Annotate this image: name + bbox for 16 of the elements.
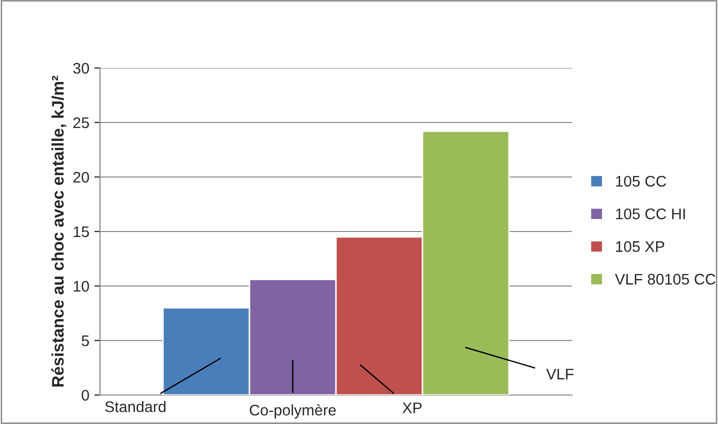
legend-label: 105 XP (616, 241, 664, 252)
y-tick-label: 5 (82, 336, 89, 346)
y-tick-label: 25 (73, 117, 89, 128)
text: XP (402, 402, 422, 414)
legend-label: VLF 80105 CC (614, 274, 716, 285)
y-tick-label: 10 (74, 280, 89, 292)
y-axis-title: Résistance au choc avec entaille, kJ/m² (51, 76, 66, 386)
y-tick-label: 0 (82, 390, 89, 401)
annotation: VLF (546, 368, 574, 380)
text: Co-polymère (250, 404, 336, 419)
text: Standard (105, 400, 166, 412)
legend-label: 105 CC (616, 176, 666, 187)
y-tick-label: 30 (73, 62, 89, 74)
y-tick-label: 20 (73, 172, 89, 183)
y-tick-label: 15 (74, 226, 89, 238)
legend-label: 105 CC HI (616, 208, 685, 220)
